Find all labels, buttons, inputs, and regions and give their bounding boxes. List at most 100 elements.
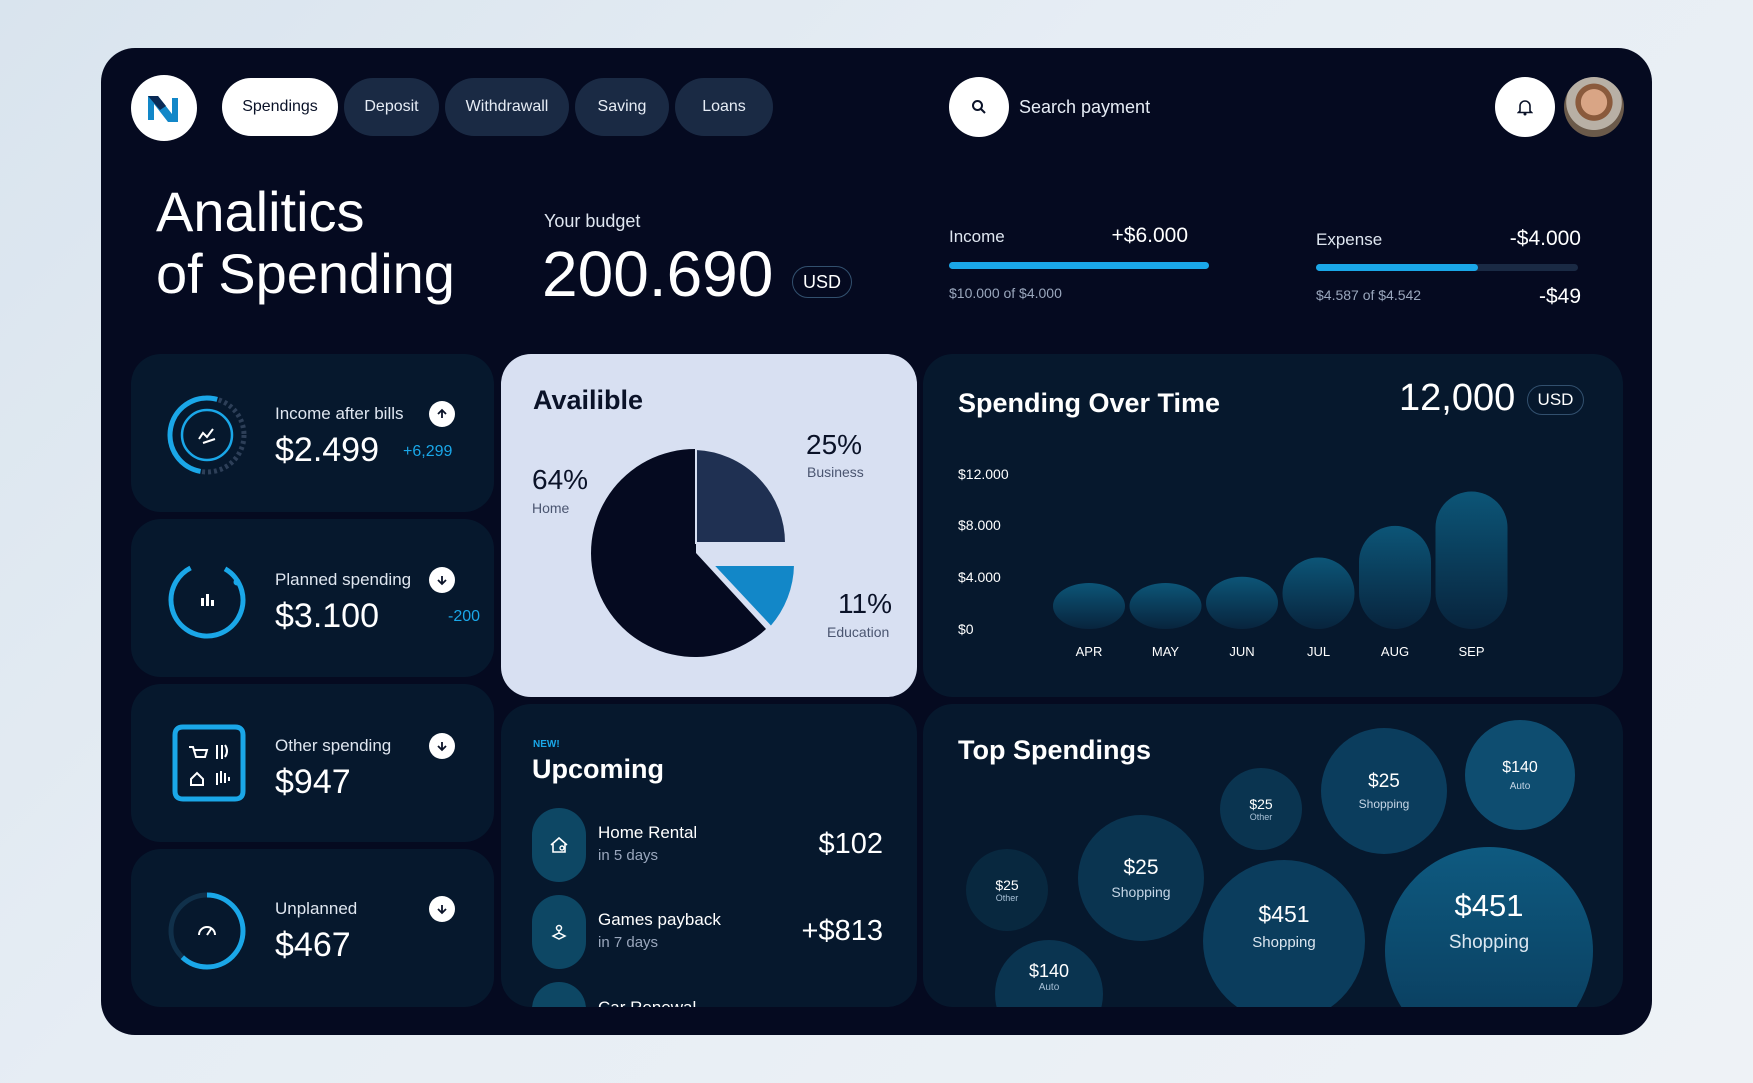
- home-icon: [532, 808, 586, 882]
- spending-bubble[interactable]: $451 Shopping: [1385, 847, 1593, 1007]
- bar-jul[interactable]: [1282, 557, 1355, 630]
- arrow-down-icon[interactable]: [429, 567, 455, 593]
- expense-value: -$4.000: [1509, 227, 1581, 250]
- tab-saving[interactable]: Saving: [575, 78, 669, 136]
- pie-slice-home: [591, 448, 766, 657]
- ytick-label: $0: [958, 621, 974, 637]
- upcoming-item-when: in 5 days: [598, 847, 659, 864]
- bubble-amount: $140: [1502, 758, 1538, 776]
- notifications-button[interactable]: [1495, 77, 1555, 137]
- spending-bubble[interactable]: $140 Auto: [1465, 720, 1575, 830]
- logo-icon: [148, 96, 178, 122]
- upcoming-item-amount[interactable]: +$813: [801, 915, 883, 947]
- bubble-label: Shopping: [1358, 797, 1410, 811]
- upcoming-item-name: Car Renewal: [598, 998, 696, 1007]
- bubble-amount: $25: [1123, 856, 1159, 879]
- available-card: Availible 64% Home 25% Business 11% Educ…: [501, 354, 917, 697]
- expense-extra: -$49: [1538, 285, 1581, 308]
- budget-currency-badge: USD: [792, 266, 852, 298]
- upcoming-item-name: Games payback: [598, 910, 721, 929]
- xtick-label: JUN: [1229, 644, 1254, 659]
- spending-bubble[interactable]: $140 Auto: [995, 940, 1103, 1007]
- search-icon: [972, 100, 986, 114]
- bar-may[interactable]: [1129, 583, 1202, 629]
- stat-label: Unplanned: [275, 899, 358, 918]
- stat-label: Income after bills: [275, 404, 404, 423]
- planned-ring-icon: [168, 561, 246, 639]
- slice-home-pct: 64%: [532, 464, 589, 495]
- bar-apr[interactable]: [1053, 583, 1125, 629]
- arrow-down-icon[interactable]: [429, 896, 455, 922]
- app-logo[interactable]: [131, 75, 197, 141]
- slice-education-label: Education: [827, 624, 890, 640]
- slice-business-label: Business: [807, 464, 864, 480]
- bubble-amount: $140: [1028, 961, 1070, 981]
- search-button[interactable]: [949, 77, 1009, 137]
- slice-education-pct: 11%: [838, 588, 892, 619]
- upcoming-new-tag: NEW!: [533, 739, 560, 750]
- stat-card-unplanned[interactable]: Unplanned $467: [131, 849, 494, 1007]
- ytick-label: $12.000: [958, 466, 1009, 482]
- stat-card-income-after-bills[interactable]: Income after bills $2.499 +6,299: [131, 354, 494, 512]
- top-spendings-title: Top Spendings: [958, 735, 1151, 765]
- bar-sep[interactable]: [1435, 491, 1508, 630]
- upcoming-title: Upcoming: [532, 754, 664, 784]
- tab-loans[interactable]: Loans: [675, 78, 773, 136]
- bar-aug[interactable]: [1359, 525, 1431, 629]
- stat-value: $947: [275, 763, 351, 801]
- bell-icon: [1517, 100, 1533, 116]
- arrow-down-icon[interactable]: [429, 733, 455, 759]
- stat-value: $467: [275, 926, 351, 964]
- bubble-label: Shopping: [1448, 932, 1530, 953]
- dashboard-frame: Spendings Deposit Withdrawall Saving Loa…: [101, 48, 1652, 1035]
- bubble-amount: $25: [995, 877, 1019, 893]
- expense-label: Expense: [1316, 230, 1383, 249]
- budget-value: 200.690: [542, 238, 774, 310]
- gauge-ring-icon: [168, 892, 246, 970]
- income-progress-fill: [949, 262, 1209, 269]
- joystick-icon: [532, 895, 586, 969]
- stat-card-planned-spending[interactable]: Planned spending $3.100 -200: [131, 519, 494, 677]
- stat-card-other-spending[interactable]: Other spending $947: [131, 684, 494, 842]
- tab-withdrawall[interactable]: Withdrawall: [445, 78, 569, 136]
- available-pie: [591, 447, 797, 657]
- chart-title: Spending Over Time: [958, 388, 1221, 418]
- income-ring-icon: [167, 395, 247, 475]
- top-spendings-card: Top Spendings $25 Other $25 Shopping $14…: [923, 704, 1623, 1007]
- bubble-label: Shopping: [1111, 884, 1171, 900]
- bar-jun[interactable]: [1206, 576, 1278, 629]
- xtick-label: MAY: [1152, 644, 1180, 659]
- stat-delta: +6,299: [403, 443, 453, 460]
- bubble-amount: $451: [1454, 888, 1524, 923]
- avatar[interactable]: [1564, 77, 1624, 137]
- slice-business-pct: 25%: [806, 429, 863, 460]
- bubble-label: Auto: [1509, 780, 1531, 792]
- spending-bubble[interactable]: $25 Other: [1220, 768, 1302, 850]
- chart-currency-badge: USD: [1527, 385, 1584, 415]
- shop-food-home-hand-icon: [172, 724, 246, 802]
- pie-slice-education: [710, 564, 797, 629]
- spending-bubble[interactable]: $25 Other: [966, 849, 1048, 931]
- tab-deposit[interactable]: Deposit: [344, 78, 439, 136]
- xtick-label: SEP: [1458, 644, 1484, 659]
- spending-bubble[interactable]: $25 Shopping: [1321, 728, 1447, 854]
- search-input[interactable]: Search payment: [1019, 97, 1151, 117]
- spending-bubble[interactable]: $451 Shopping: [1203, 860, 1365, 1007]
- bubble-amount: $25: [1249, 796, 1273, 812]
- expense-progress-fill: [1316, 264, 1479, 271]
- tab-spendings[interactable]: Spendings: [222, 78, 338, 136]
- spending-over-time-card: Spending Over Time 12,000 USD $12.000 $8…: [923, 354, 1623, 697]
- available-title: Availible: [533, 385, 644, 415]
- stat-delta: -200: [448, 608, 481, 625]
- arrow-up-icon[interactable]: [429, 401, 455, 427]
- stat-value: $3.100: [275, 597, 379, 635]
- bubble-amount: $25: [1368, 771, 1400, 792]
- xtick-label: JUL: [1307, 644, 1330, 659]
- car-icon: [532, 982, 586, 1007]
- bubble-label: Auto: [1038, 982, 1060, 993]
- stat-label: Other spending: [275, 736, 392, 755]
- spending-bubble[interactable]: $25 Shopping: [1078, 815, 1204, 941]
- upcoming-item-amount[interactable]: $102: [818, 828, 883, 860]
- ytick-label: $4.000: [958, 569, 1001, 585]
- ytick-label: $8.000: [958, 517, 1001, 533]
